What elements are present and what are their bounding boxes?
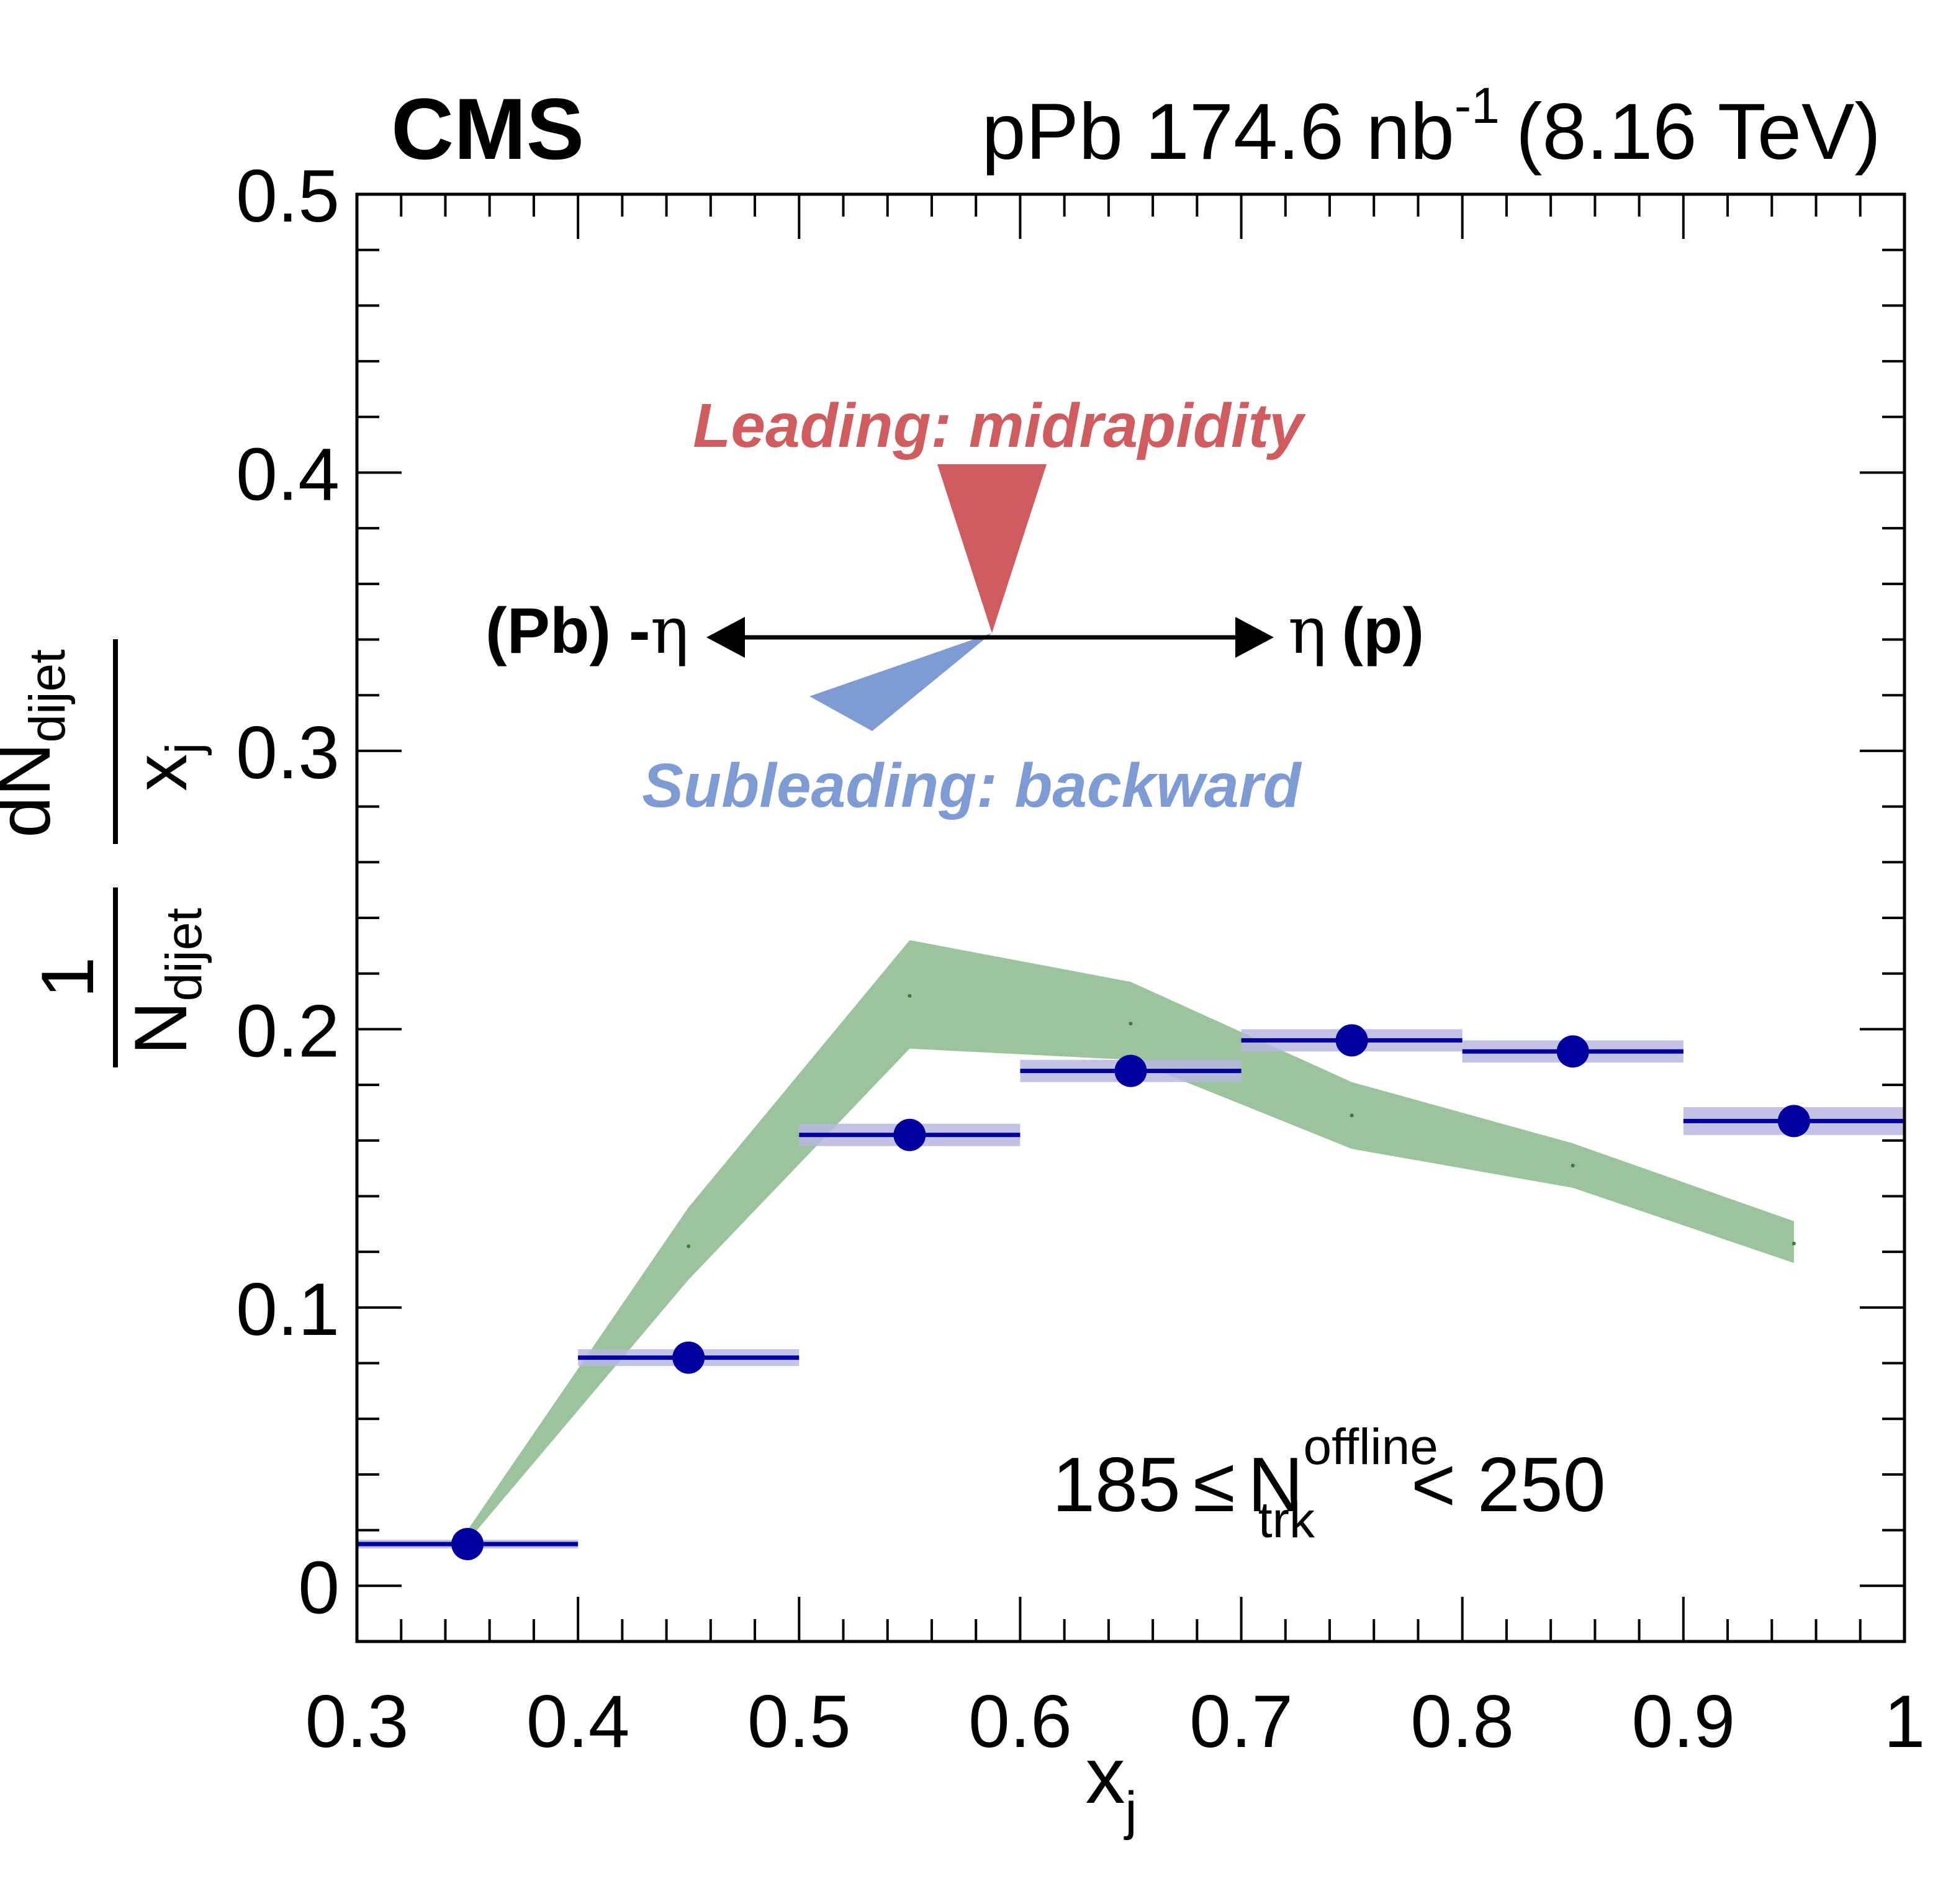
y-tick-label-4: 0.4 (236, 433, 340, 516)
model-band-center-5 (1571, 1164, 1575, 1168)
model-band (467, 940, 1794, 1542)
model-band-layer (466, 940, 1796, 1542)
luminosity-exponent: -1 (1454, 78, 1500, 134)
selection-label: 185 ≤ Noffline trk < 250 (1052, 1419, 1606, 1548)
tick-labels: 0.3 0.4 0.5 0.6 0.7 0.8 0.9 1 0 0.1 0.2 0.3 0.4 0.5 (236, 155, 1925, 1763)
data-point-4 (1335, 1024, 1368, 1057)
subleading-jet-cone (809, 633, 992, 731)
leading-jet-cone (937, 464, 1047, 633)
model-band-center-6 (1791, 1241, 1796, 1246)
y-tick-label-2: 0.2 (236, 989, 340, 1072)
y-label-one: 1 (26, 957, 109, 999)
x-axis-label-sub: j (1123, 1781, 1137, 1841)
x-tick-label-3: 0.6 (968, 1680, 1072, 1763)
y-axis-label: 1 Ndijet dNdijet xj (0, 639, 212, 1067)
y-tick-label-1: 0.1 (236, 1268, 340, 1351)
eta-axis-right-arrow (1235, 617, 1274, 658)
x-tick-label-1: 0.4 (526, 1680, 630, 1763)
data-point-2 (893, 1118, 926, 1151)
y-label-dn-dijet: dNdijet (0, 649, 76, 838)
model-band-center-1 (687, 1244, 691, 1249)
pb-side-label: (Pb) -η (485, 593, 689, 668)
x-tick-label-7: 1 (1884, 1680, 1926, 1763)
luminosity-label: pPb 174.6 nb-1 (8.16 TeV) (981, 78, 1881, 176)
data-layer (357, 1024, 1904, 1561)
y-label-n-dijet: Ndijet (119, 908, 212, 1055)
y-tick-label-5: 0.5 (236, 155, 340, 238)
model-band-center-2 (908, 994, 912, 998)
axes-frame (355, 192, 1906, 1643)
leading-label: Leading: midrapidity (693, 391, 1306, 460)
x-tick-label-4: 0.7 (1189, 1680, 1293, 1763)
p-side-label: η (p) (1288, 593, 1424, 668)
x-axis-label: xj (1085, 1731, 1137, 1841)
subleading-label: Subleading: backward (642, 751, 1302, 820)
x-tick-label-2: 0.5 (747, 1680, 851, 1763)
data-point-0 (451, 1528, 484, 1561)
x-tick-label-5: 0.8 (1410, 1680, 1514, 1763)
energy-label: (8.16 TeV) (1516, 88, 1881, 176)
x-tick-label-6: 0.9 (1631, 1680, 1735, 1763)
y-label-xj: xj (119, 743, 212, 791)
data-point-1 (672, 1341, 705, 1374)
model-band-center-3 (1129, 1022, 1133, 1026)
data-point-3 (1114, 1054, 1147, 1087)
y-tick-label-3: 0.3 (236, 711, 340, 794)
data-point-6 (1777, 1105, 1810, 1138)
luminosity-prefix: pPb 174.6 nb (981, 88, 1454, 176)
y-label-fraction-bar-2 (113, 639, 118, 844)
experiment-label: CMS (391, 80, 584, 177)
data-point-5 (1556, 1035, 1589, 1068)
selection-sub: trk (1258, 1492, 1315, 1548)
y-tick-label-0: 0 (298, 1546, 340, 1629)
eta-axis-left-arrow (706, 617, 745, 658)
x-tick-label-0: 0.3 (305, 1680, 409, 1763)
model-band-center-4 (1350, 1113, 1354, 1118)
selection-sup: offline (1304, 1419, 1438, 1475)
jet-direction-schematic: Leading: midrapidity (Pb) -η η (p) Sublea… (485, 391, 1424, 820)
y-label-fraction-bar-1 (113, 887, 118, 1067)
